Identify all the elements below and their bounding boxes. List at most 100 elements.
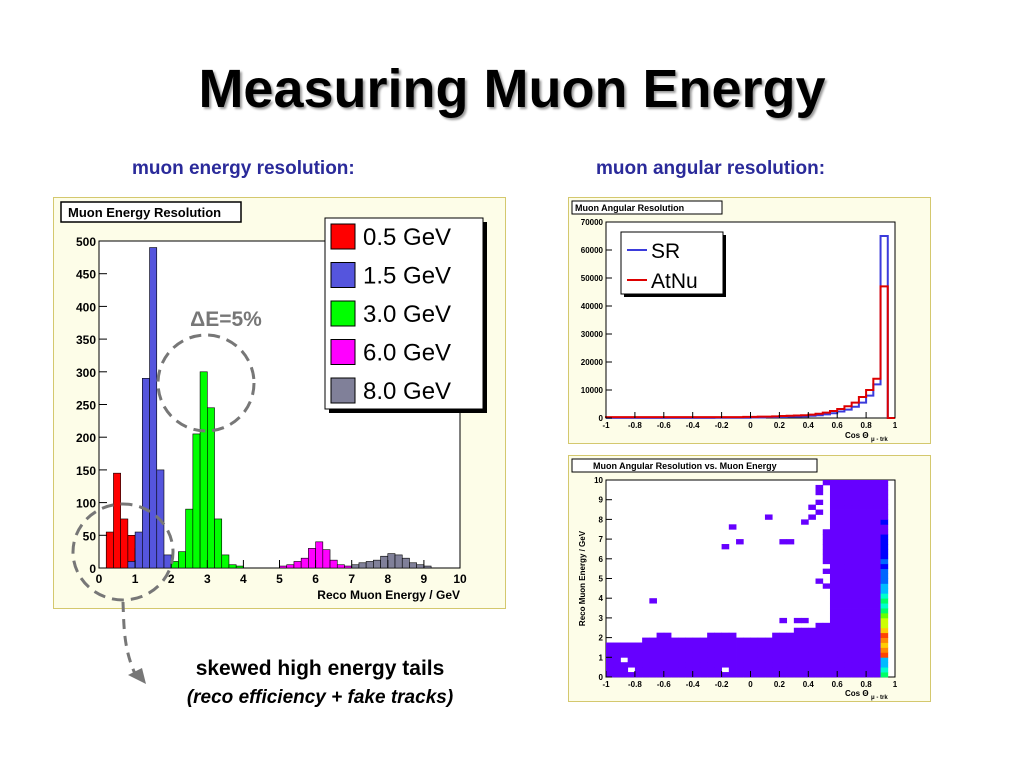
- heatmap-cell: [721, 642, 730, 648]
- heatmap-cell: [880, 553, 889, 560]
- heatmap-cell: [627, 672, 636, 678]
- heatmap-cell: [707, 632, 715, 638]
- legend-swatch: [330, 377, 356, 404]
- heatmap-cell: [627, 662, 636, 668]
- heatmap-cell: [880, 519, 889, 525]
- heatmap-cell: [736, 652, 744, 658]
- heatmap-cell: [793, 637, 802, 643]
- heatmap-cell: [736, 667, 744, 673]
- heatmap-cell: [837, 647, 845, 653]
- heatmap-cell: [829, 642, 838, 648]
- heatmap-cell: [829, 484, 838, 491]
- heatmap-cell: [779, 642, 788, 648]
- heatmap-cell: [851, 504, 860, 510]
- heatmap-cell: [837, 489, 845, 496]
- heatmap-cell: [837, 598, 845, 604]
- heatmap-cell: [851, 593, 860, 599]
- y-tick-label: 9: [599, 496, 604, 505]
- heatmap-cell: [808, 627, 816, 634]
- heatmap-cell: [844, 480, 853, 486]
- heatmap-cell: [851, 563, 860, 570]
- y-tick-label: 100: [76, 497, 96, 511]
- heatmap-cell: [837, 612, 845, 619]
- heatmap-cell: [678, 672, 686, 678]
- heatmap-cell: [829, 529, 838, 535]
- y-tick-label: 6: [599, 555, 604, 564]
- heatmap-cell: [793, 617, 802, 624]
- heatmap-cell: [866, 672, 874, 678]
- heatmap-cell: [837, 504, 845, 510]
- heatmap-cell: [837, 509, 845, 515]
- y-tick-label: 10000: [581, 386, 604, 395]
- heatmap-cell: [764, 647, 773, 653]
- heatmap-cell: [858, 667, 867, 673]
- heatmap-cell: [858, 553, 867, 560]
- heatmap-cell: [844, 514, 853, 520]
- heatmap-cell: [844, 504, 853, 510]
- heatmap-cell: [779, 637, 788, 643]
- heatmap-cell: [606, 647, 614, 653]
- heatmap-cell: [772, 672, 780, 678]
- heatmap-cell: [880, 588, 889, 594]
- heatmap-cell: [837, 544, 845, 550]
- heatmap-cell: [844, 558, 853, 565]
- heatmap-cell: [764, 514, 773, 520]
- heatmap-cell: [772, 642, 780, 648]
- heatmap-cell: [866, 632, 874, 638]
- heatmap-cell: [620, 667, 629, 673]
- heatmap-cell: [851, 632, 860, 638]
- heatmap-cell: [851, 514, 860, 520]
- heatmap-cell: [692, 642, 701, 648]
- heatmap-cell: [880, 489, 889, 496]
- heatmap-cell: [750, 647, 759, 653]
- heatmap-cell: [866, 514, 874, 520]
- x-axis-label-subscript: μ - trk: [871, 695, 888, 701]
- heatmap-cell: [714, 652, 722, 658]
- heatmap-cell: [880, 499, 889, 506]
- heatmap-cell: [815, 627, 824, 634]
- heatmap-cell: [786, 652, 795, 658]
- heatmap-cell: [873, 553, 881, 560]
- heatmap-cell: [772, 662, 780, 668]
- heatmap-cell: [837, 583, 845, 589]
- heatmap-cell: [844, 489, 853, 496]
- heatmap-cell: [829, 509, 838, 515]
- heatmap-cell: [829, 593, 838, 599]
- heatmap-cell: [692, 647, 701, 653]
- heatmap-cell: [851, 573, 860, 579]
- heatmap-cell: [815, 484, 824, 491]
- heatmap-cell: [829, 647, 838, 653]
- legend-box: [620, 231, 724, 295]
- heatmap-cell: [815, 672, 824, 678]
- heatmap-cell: [808, 504, 816, 510]
- heatmap-cell: [880, 593, 889, 599]
- heatmap-cell: [743, 657, 751, 663]
- angular-resolution-chart: Muon Angular Resolution 0 10000 20000 30000 4…: [571, 200, 898, 443]
- heatmap-cell: [858, 548, 867, 555]
- heatmap-cell: [634, 647, 643, 653]
- heatmap-cell: [634, 662, 643, 668]
- heatmap-cell: [815, 489, 824, 496]
- y-tick-label: 60000: [581, 246, 604, 255]
- heatmap-cell: [844, 534, 853, 540]
- heatmap-cell: [873, 519, 881, 525]
- heatmap-cell: [829, 667, 838, 673]
- energy-bar: [207, 407, 215, 569]
- heatmap-cell: [873, 617, 881, 624]
- heatmap-cell: [728, 652, 737, 658]
- heatmap-cell: [837, 662, 845, 668]
- heatmap-cell: [837, 568, 845, 574]
- heatmap-cell: [620, 642, 629, 648]
- heatmap-cell: [779, 539, 788, 545]
- heatmap-cell: [786, 539, 795, 545]
- heatmap-cell: [858, 544, 867, 550]
- y-tick-label: 0: [89, 562, 96, 576]
- legend-label: 3.0 GeV: [363, 301, 451, 328]
- heatmap-cell: [764, 637, 773, 643]
- heatmap-cell: [801, 647, 809, 653]
- heatmap-cell: [743, 662, 751, 668]
- heatmap-cell: [714, 642, 722, 648]
- heatmap-cell: [844, 612, 853, 619]
- heatmap-cell: [866, 657, 874, 663]
